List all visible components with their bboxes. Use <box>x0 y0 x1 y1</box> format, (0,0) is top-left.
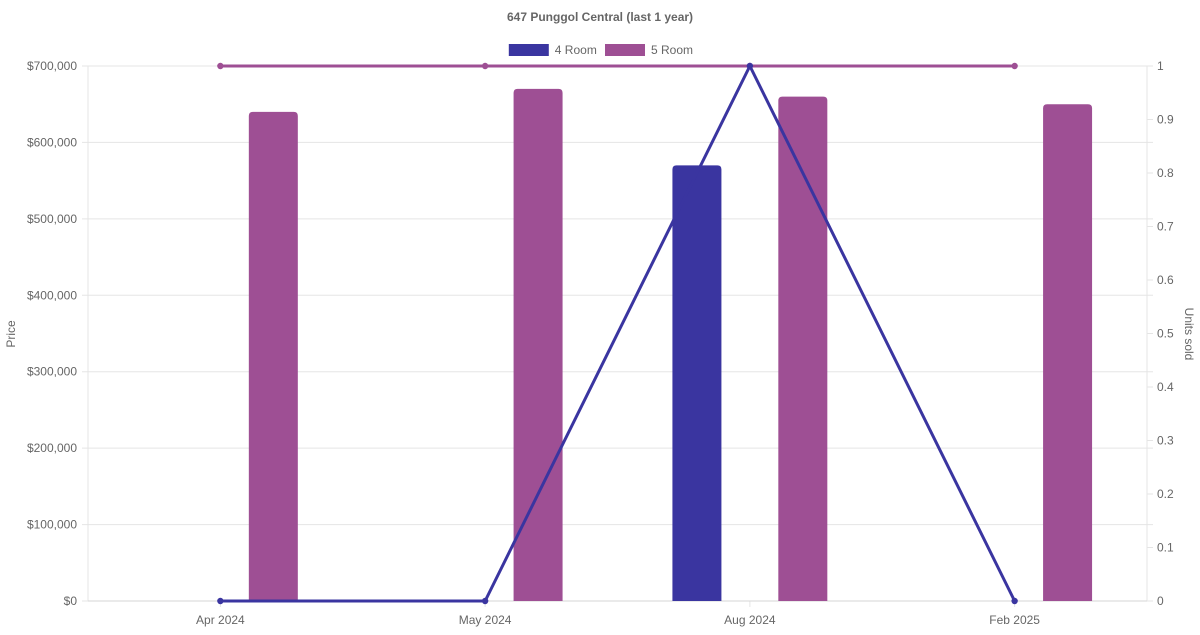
x-tick-label: Feb 2025 <box>989 613 1040 627</box>
y-left-tick-label: $100,000 <box>27 518 77 532</box>
point-4-room <box>1011 597 1018 605</box>
bar-5-room <box>248 111 298 601</box>
line-layer <box>217 62 1018 605</box>
y-right-tick-label: 0.4 <box>1157 380 1174 394</box>
point-5-room <box>217 62 224 70</box>
legend-item-4-room[interactable]: 4 Room <box>508 43 597 57</box>
point-4-room <box>746 62 754 70</box>
x-tick-label: Aug 2024 <box>724 613 776 627</box>
y-left-tick-label: $700,000 <box>27 59 77 73</box>
legend-label: 4 Room <box>555 43 597 57</box>
bar-4-room <box>672 165 722 601</box>
point-4-room <box>481 597 489 605</box>
y-left-tick-label: $300,000 <box>27 365 77 379</box>
x-tick-label: Apr 2024 <box>196 613 245 627</box>
bar-5-room <box>1043 104 1093 601</box>
y-right-tick-label: 0.3 <box>1157 434 1174 448</box>
x-tick-label: May 2024 <box>459 613 512 627</box>
y-right-tick-label: 0.6 <box>1157 273 1174 287</box>
y-right-tick-label: 0.7 <box>1157 220 1174 234</box>
point-5-room <box>1011 62 1018 70</box>
y-left-tick-label: $400,000 <box>27 288 77 302</box>
bar-5-room <box>778 96 828 602</box>
point-5-room <box>481 62 489 70</box>
y-axis-right-title: Units sold <box>1182 308 1196 361</box>
y-right-tick-label: 0.2 <box>1157 487 1174 501</box>
legend-item-5-room[interactable]: 5 Room <box>605 43 693 57</box>
y-left-tick-label: $200,000 <box>27 441 77 455</box>
y-left-tick-label: $600,000 <box>27 135 77 149</box>
y-left-tick-label: $500,000 <box>27 212 77 226</box>
axis-layer: $0 $100,000 $200,000 $300,000 $400,000 $500,0… <box>27 59 1174 627</box>
chart-title: 647 Punggol Central (last 1 year) <box>507 10 693 24</box>
y-right-tick-label: 0.1 <box>1157 541 1174 555</box>
y-right-tick-label: 0 <box>1157 594 1164 608</box>
legend-swatch <box>605 44 645 56</box>
y-right-tick-label: 1 <box>1157 59 1164 73</box>
bar-5-room <box>513 88 563 601</box>
y-right-tick-label: 0.9 <box>1157 113 1174 127</box>
y-left-tick-label: $0 <box>64 594 78 608</box>
y-right-tick-label: 0.8 <box>1157 166 1174 180</box>
point-4-room <box>217 597 224 605</box>
y-axis-left-title: Price <box>4 320 18 348</box>
legend[interactable]: 4 Room 5 Room <box>508 43 693 57</box>
y-right-tick-label: 0.5 <box>1157 327 1174 341</box>
line-4-room <box>220 64 1016 603</box>
legend-swatch <box>508 44 549 56</box>
bar-layer <box>248 88 1093 602</box>
legend-label: 5 Room <box>651 43 693 57</box>
